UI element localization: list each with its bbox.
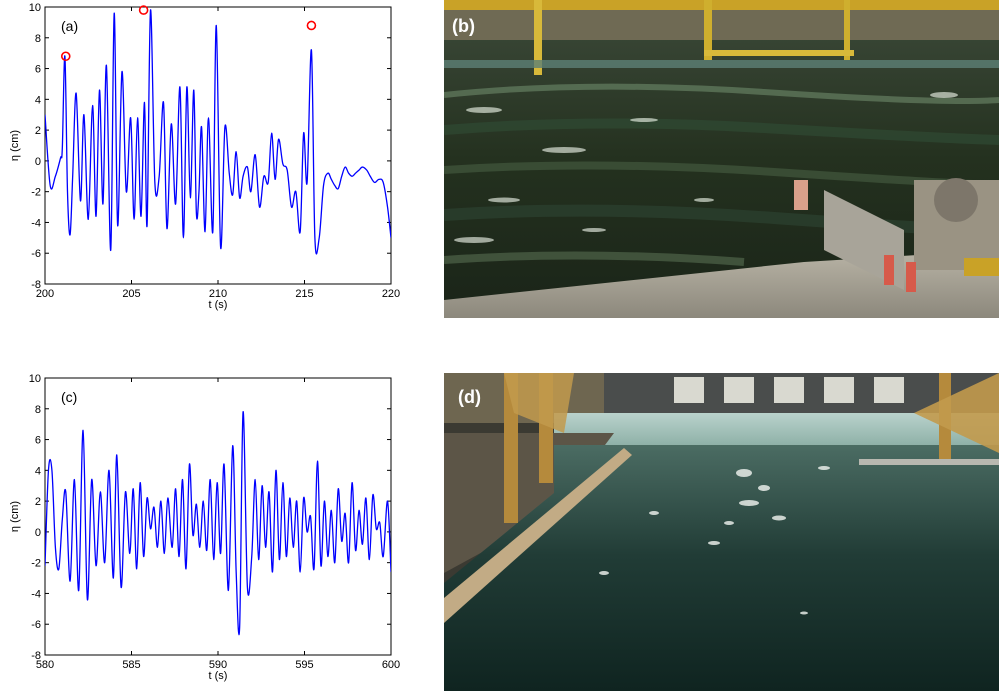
x-tick-label-a-0: 200 [36, 288, 54, 300]
photo-b-wave-flume: (b) [444, 0, 999, 318]
panel-b-label-box: (b) [452, 16, 475, 36]
y-tick-label-c-0: -8 [31, 650, 41, 662]
x-axis-label-c: t (s) [209, 670, 228, 682]
peak-marker-a-1 [138, 5, 149, 15]
x-tick-label-c-4: 600 [382, 659, 400, 671]
peak-marker-a-0 [60, 51, 71, 62]
y-tick-label-c-4: 0 [35, 527, 41, 539]
x-tick-label-a-3: 215 [295, 288, 313, 300]
y-tick-label-c-5: 2 [35, 496, 41, 508]
y-axis-label-c: η (cm) [9, 501, 21, 532]
wave-basin-photo-image [444, 373, 999, 691]
y-tick-label-a-8: 8 [35, 33, 41, 45]
panel-d-label-box: (d) [458, 387, 481, 407]
y-tick-label-c-7: 6 [35, 435, 41, 447]
y-tick-label-a-4: 0 [35, 156, 41, 168]
x-tick-label-a-1: 205 [122, 288, 140, 300]
x-axis-label-a: t (s) [209, 299, 228, 311]
x-tick-label-c-0: 580 [36, 659, 54, 671]
y-tick-label-c-3: -2 [31, 558, 41, 570]
x-tick-label-c-3: 595 [295, 659, 313, 671]
x-tick-label-a-2: 210 [209, 288, 227, 300]
y-tick-label-a-3: -2 [31, 187, 41, 199]
panel-label-b: (b) [452, 16, 475, 36]
photo-d-wave-basin: (d) [444, 373, 999, 691]
y-tick-label-a-2: -4 [31, 217, 41, 229]
series-line-a [45, 9, 391, 255]
y-axis-label-a: η (cm) [9, 130, 21, 161]
y-tick-label-a-9: 10 [29, 2, 41, 14]
peak-marker-a-2 [306, 20, 317, 31]
y-tick-label-a-7: 6 [35, 64, 41, 76]
panel-label-d: (d) [458, 387, 481, 407]
y-tick-label-c-6: 4 [35, 465, 41, 477]
y-tick-label-c-8: 8 [35, 404, 41, 416]
y-tick-label-a-6: 4 [35, 94, 41, 106]
panel-label-c: (c) [61, 389, 77, 405]
x-tick-label-a-4: 220 [382, 288, 400, 300]
series-line-c [45, 411, 391, 636]
plot-frame-c [44, 377, 392, 656]
y-tick-label-a-1: -6 [31, 248, 41, 260]
x-tick-label-c-2: 590 [209, 659, 227, 671]
y-tick-label-a-0: -8 [31, 279, 41, 291]
y-tick-label-c-1: -6 [31, 619, 41, 631]
panel-label-a: (a) [61, 18, 78, 34]
y-tick-label-c-2: -4 [31, 588, 41, 600]
y-tick-label-a-5: 2 [35, 125, 41, 137]
wave-flume-photo-image [444, 0, 999, 318]
y-tick-label-c-9: 10 [29, 373, 41, 385]
x-tick-label-c-1: 585 [122, 659, 140, 671]
